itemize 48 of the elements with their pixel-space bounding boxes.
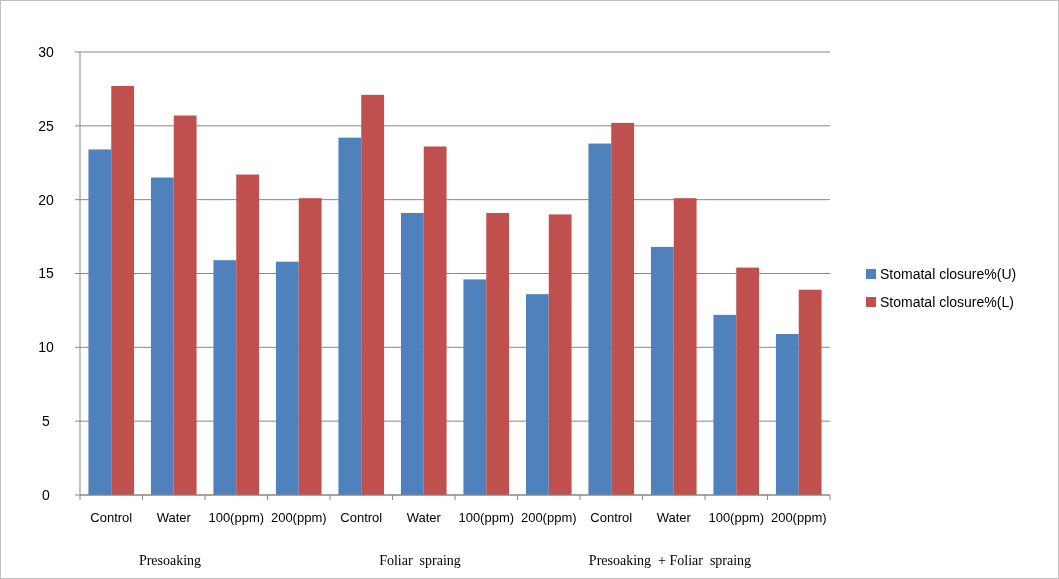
x-tick-label: Water (406, 510, 442, 525)
bar (275, 261, 299, 495)
y-tick-label: 5 (42, 413, 51, 430)
y-tick-label: 10 (38, 339, 54, 356)
bar (150, 177, 174, 495)
bar (298, 198, 322, 495)
x-tick-label: 100(ppm) (708, 510, 765, 525)
bar (173, 115, 197, 495)
bar (775, 334, 799, 495)
x-tick-label: 200(ppm) (770, 510, 827, 525)
bar (111, 85, 135, 495)
bar (361, 94, 385, 495)
x-tick-label: Water (656, 510, 692, 525)
bar (486, 212, 510, 495)
bar (673, 198, 697, 495)
text: Foliar spraing (379, 553, 461, 568)
y-tick-label: 0 (42, 486, 51, 503)
y-tick-label: 25 (38, 117, 54, 134)
bar (423, 146, 447, 495)
y-tick-label: 30 (38, 43, 54, 60)
bar (798, 289, 822, 495)
bar (611, 122, 635, 495)
x-tick-label: Water (156, 510, 192, 525)
x-tick-label: 100(ppm) (458, 510, 515, 525)
text: Presoaking + Foliar spraing (588, 553, 752, 568)
bar (713, 314, 737, 495)
bar (463, 279, 487, 495)
bar (548, 214, 572, 495)
y-tick-label: 15 (38, 265, 54, 282)
legend-label: Stomatal closure%(L) (880, 293, 1014, 310)
bar (525, 294, 549, 495)
bar (236, 174, 260, 495)
bar (736, 267, 760, 495)
text: Presoaking (138, 553, 202, 568)
x-tick-label: 200(ppm) (270, 510, 327, 525)
bar (338, 137, 362, 495)
bar (88, 149, 112, 495)
bar (400, 212, 424, 495)
bar (650, 246, 674, 495)
bar (588, 143, 612, 495)
y-tick-label: 20 (38, 191, 54, 208)
legend-label: Stomatal closure%(U) (880, 265, 1017, 282)
x-tick-label: Control (90, 510, 133, 525)
x-tick-label: Control (590, 510, 633, 525)
x-tick-label: 200(ppm) (520, 510, 577, 525)
x-tick-label: Control (340, 510, 383, 525)
bar (213, 260, 237, 495)
x-tick-label: 100(ppm) (208, 510, 265, 525)
